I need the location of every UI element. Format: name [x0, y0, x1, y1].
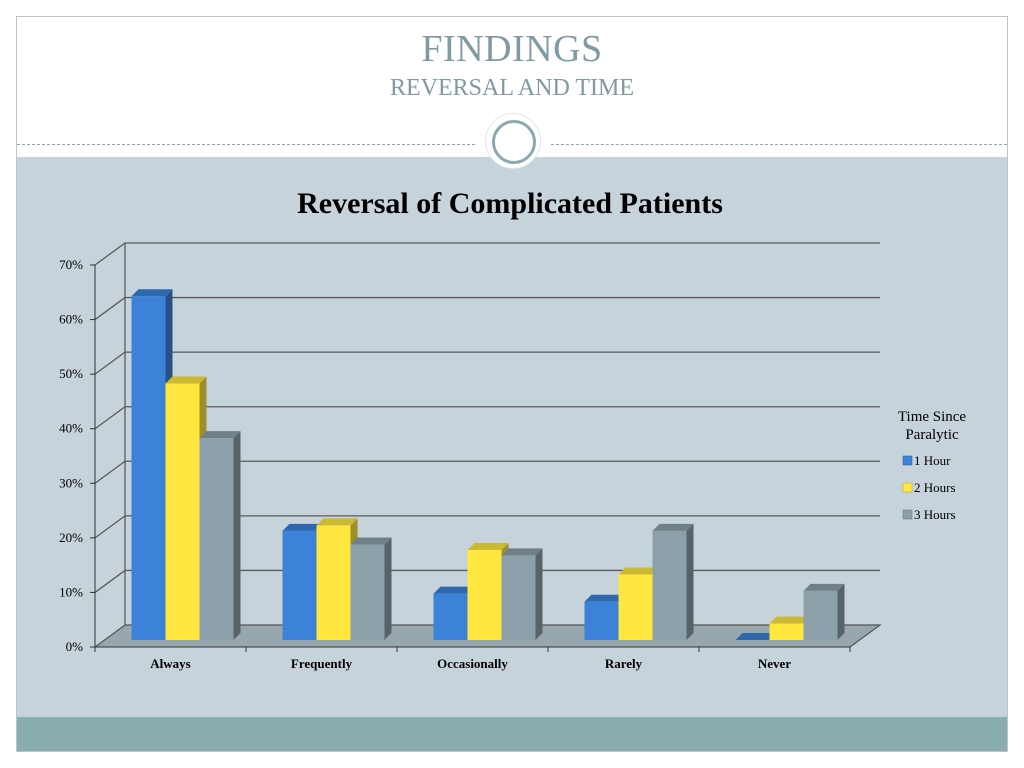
bar-front — [282, 530, 317, 640]
gridline — [94, 242, 880, 266]
y-tick-label: 50% — [59, 366, 83, 381]
legend-swatch — [902, 455, 913, 466]
y-tick-label: 30% — [59, 475, 83, 490]
gridline — [94, 515, 880, 539]
bar-front — [433, 593, 468, 640]
gridline — [94, 406, 880, 430]
bar-top — [131, 289, 173, 297]
legend: Time Since Paralytic 1 Hour 2 Hours 3 Hours — [898, 409, 967, 522]
bar-top — [769, 616, 811, 624]
bar-top — [316, 518, 358, 526]
bar — [803, 583, 845, 640]
chart-title: Reversal of Complicated Patients — [297, 187, 723, 220]
bar-front — [316, 525, 351, 640]
y-tick-label: 40% — [59, 421, 83, 436]
bar-front — [803, 590, 838, 640]
y-tick-label: 10% — [59, 584, 83, 599]
bar — [350, 537, 392, 640]
bar-front — [467, 549, 502, 640]
bar-front — [165, 383, 200, 640]
bar-top — [735, 633, 777, 640]
bar-top — [467, 542, 509, 550]
bar-side — [535, 548, 543, 640]
y-axis: 0% 10% 20% 30% 40% 50% 60% 70% — [59, 257, 96, 654]
bar-front — [769, 623, 804, 640]
x-tick-label: Occasionally — [437, 656, 508, 671]
ring-ornament-inner — [492, 120, 536, 164]
bar-front — [350, 544, 385, 640]
slide-subtitle: REVERSAL AND TIME — [389, 75, 634, 101]
slide-header: FINDINGS REVERSAL AND TIME — [17, 17, 1007, 157]
bar-top — [199, 431, 241, 439]
slide-title: FINDINGS — [421, 28, 603, 70]
y-tick-label: 20% — [59, 530, 83, 545]
footer-bar — [17, 717, 1007, 751]
bar-front — [618, 574, 653, 640]
bar — [652, 523, 694, 640]
bars — [131, 289, 845, 640]
bar — [735, 633, 777, 640]
bar-top — [618, 567, 660, 575]
x-tick-label: Frequently — [291, 656, 353, 671]
y-tick-label: 70% — [59, 257, 83, 272]
bar-top — [350, 537, 392, 545]
legend-label: 3 Hours — [914, 507, 956, 522]
bar-front — [584, 601, 619, 640]
bar — [199, 431, 241, 640]
x-tick-label: Never — [758, 656, 791, 671]
legend-title: Time Since — [898, 409, 967, 425]
bar-top — [165, 376, 207, 384]
y-tick-label: 0% — [66, 639, 84, 654]
legend-label: 1 Hour — [914, 453, 951, 468]
bar-side — [384, 537, 392, 640]
legend-swatch — [902, 482, 913, 493]
bar-front — [501, 555, 536, 640]
bar-top — [501, 548, 543, 556]
legend-title: Paralytic — [905, 427, 959, 443]
x-tick-label: Rarely — [605, 656, 643, 671]
bar-top — [803, 583, 845, 591]
bar-top — [433, 586, 475, 594]
divider-right — [551, 144, 1007, 145]
bar-front — [199, 438, 234, 640]
x-tick-label: Always — [150, 656, 190, 671]
gridline — [94, 460, 880, 484]
legend-label: 2 Hours — [914, 480, 956, 495]
bar-side — [233, 431, 241, 640]
divider-left — [17, 144, 475, 145]
y-tick-label: 60% — [59, 312, 83, 327]
legend-swatch — [902, 509, 913, 520]
bar-front — [131, 296, 166, 640]
gridline — [94, 351, 880, 375]
x-axis: Always Frequently Occasionally Rarely Never — [94, 646, 851, 671]
bar-front — [652, 530, 687, 640]
gridline — [94, 296, 880, 321]
bar-top — [584, 594, 626, 602]
bar-top — [282, 523, 324, 531]
bar-side — [837, 583, 845, 640]
bar — [501, 548, 543, 640]
bar-top — [652, 523, 694, 531]
bar-side — [686, 523, 694, 640]
